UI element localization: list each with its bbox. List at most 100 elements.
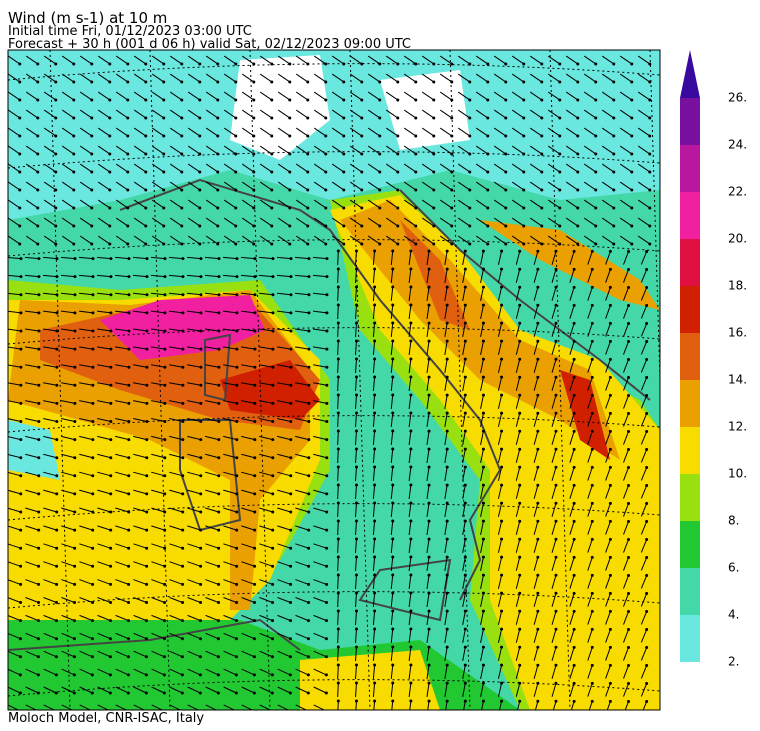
wind-arrow-head [217, 474, 221, 478]
wind-arrow-head [391, 321, 395, 325]
wind-arrow [349, 73, 363, 83]
wind-arrow-head [180, 152, 184, 156]
wind-arrow [439, 235, 453, 245]
wind-arrow [313, 199, 327, 209]
wind-arrow-head [391, 681, 395, 685]
wind-arrow-head [18, 673, 22, 677]
wind-arrow [462, 377, 466, 391]
wind-arrow-head [504, 134, 508, 138]
wind-arrow [583, 199, 597, 209]
wind-arrow-head [217, 347, 221, 351]
wind-arrow-head [576, 80, 580, 84]
wind-arrow [43, 525, 57, 531]
wind-arrow-head [217, 383, 221, 387]
wind-arrow [462, 557, 466, 571]
wind-arrow-head [55, 601, 59, 605]
wind-arrow-head [72, 637, 76, 641]
wind-arrow [115, 614, 129, 622]
wind-arrow-head [500, 393, 504, 397]
wind-arrow-head [518, 519, 522, 523]
wind-arrow-head [127, 275, 131, 279]
wind-arrow-head [253, 601, 257, 605]
wind-arrow-head [55, 257, 59, 261]
wind-arrow-head [90, 62, 94, 66]
wind-arrow [493, 199, 507, 209]
wind-arrow-head [391, 429, 395, 433]
wind-arrow [114, 292, 130, 296]
wind-arrow-head [72, 80, 76, 84]
wind-arrow-head [608, 483, 612, 487]
wind-arrow-head [336, 681, 340, 685]
wind-arrow-head [414, 134, 418, 138]
wind-arrow [619, 145, 633, 155]
wind-arrow-head [432, 134, 436, 138]
wind-arrow-head [217, 438, 221, 442]
wind-arrow [444, 287, 448, 301]
wind-arrow-head [373, 339, 377, 343]
wind-arrow [169, 346, 183, 350]
wind-arrow [43, 650, 57, 658]
wind-arrow-head [518, 447, 522, 451]
wind-arrow [623, 431, 629, 445]
wind-arrow [295, 632, 309, 640]
wind-arrow-head [36, 134, 40, 138]
wind-arrow [186, 328, 202, 332]
wind-arrow-head [235, 257, 239, 261]
wind-arrow-head [373, 321, 377, 325]
wind-arrow-head [253, 474, 257, 478]
wind-arrow-head [72, 673, 76, 677]
wind-arrow [259, 543, 273, 549]
wind-arrow-head [54, 242, 58, 246]
wind-arrow-head [409, 573, 413, 577]
wind-arrow [619, 235, 633, 245]
wind-arrow-head [72, 655, 76, 659]
wind-arrow [623, 521, 629, 535]
wind-arrow [390, 412, 394, 428]
wind-arrow [259, 400, 273, 404]
wind-arrow [385, 145, 399, 155]
wind-arrow-head [270, 619, 274, 623]
wind-arrow-head [518, 393, 522, 397]
wind-arrow-head [270, 170, 274, 174]
wind-arrow [529, 55, 543, 65]
wind-arrow-head [325, 564, 329, 568]
wind-arrow-head [162, 673, 166, 677]
wind-arrow-head [427, 645, 431, 649]
wind-arrow [25, 400, 39, 404]
wind-arrow-head [253, 456, 257, 460]
wind-arrow [623, 287, 629, 301]
wind-arrow [61, 217, 75, 227]
wind-arrow [385, 55, 399, 65]
wind-arrow-head [37, 546, 41, 550]
wind-arrow-head [91, 383, 95, 387]
wind-arrow [277, 382, 291, 386]
wind-arrow-head [216, 691, 220, 695]
wind-arrow [480, 539, 484, 553]
wind-arrow-head [427, 249, 431, 253]
wind-arrow-head [91, 275, 95, 279]
wind-arrow-head [72, 224, 76, 228]
wind-arrow [551, 629, 557, 643]
wind-arrow-head [500, 681, 504, 685]
wind-arrow-head [500, 267, 504, 271]
wind-arrow-head [289, 528, 293, 532]
wind-arrow [205, 181, 219, 191]
wind-arrow [312, 292, 328, 296]
wind-arrow-head [180, 80, 184, 84]
wind-arrow [133, 471, 147, 477]
wind-arrow [551, 557, 557, 571]
wind-arrow [421, 91, 435, 101]
wind-arrow-head [354, 321, 358, 325]
wind-arrow-head [217, 401, 221, 405]
wind-arrow-head [73, 438, 77, 442]
wind-arrow [78, 292, 94, 296]
wind-arrow-head [336, 609, 340, 613]
wind-arrow-head [109, 347, 113, 351]
wind-arrow [529, 217, 543, 227]
wind-arrow [42, 256, 58, 260]
wind-arrow-head [37, 347, 41, 351]
wind-arrow-head [145, 275, 149, 279]
wind-arrow-head [163, 383, 167, 387]
wind-arrow [8, 507, 21, 513]
wind-arrow-head [144, 188, 148, 192]
